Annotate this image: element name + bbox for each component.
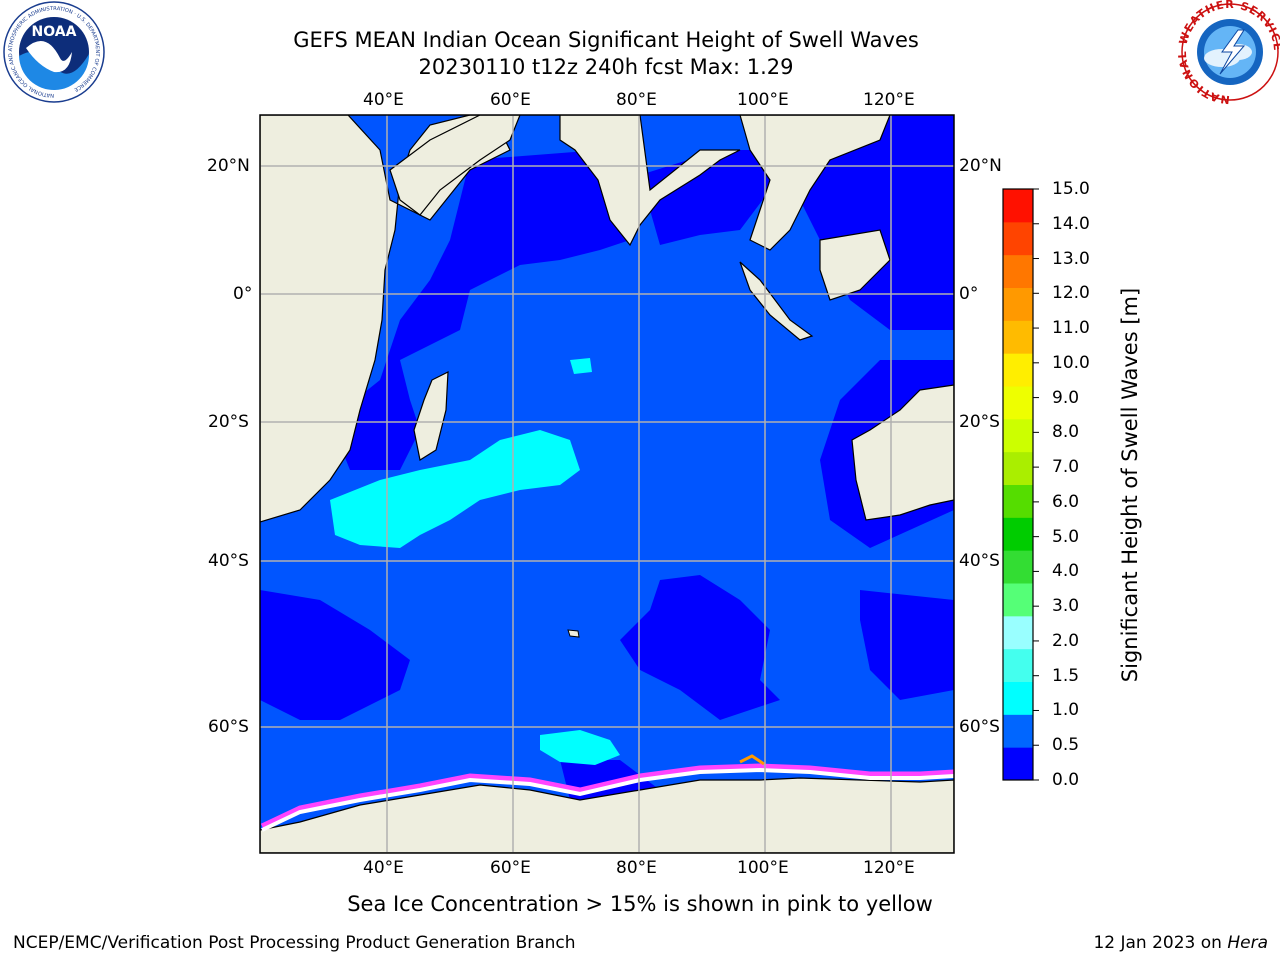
lat-tick-right: 20°N xyxy=(959,156,1002,176)
colorbar-tick-label: 13.0 xyxy=(1052,248,1090,269)
lat-tick-left: 60°S xyxy=(208,717,249,737)
land-arabia xyxy=(389,115,521,216)
colorbar-swatch xyxy=(1003,615,1033,650)
land-madagascar xyxy=(413,371,449,461)
lon-tick-top: 40°E xyxy=(363,90,404,110)
colorbar-swatch xyxy=(1003,484,1033,518)
colorbar-tick-label: 5.0 xyxy=(1052,526,1080,547)
land-australia xyxy=(851,384,954,521)
land-africa-arabia xyxy=(260,115,521,523)
colorbar-swatch xyxy=(1003,287,1033,321)
colorbar-tick-label: 9.0 xyxy=(1052,387,1080,408)
colorbar-swatch xyxy=(1003,451,1033,485)
colorbar-tick-label: 12.0 xyxy=(1052,283,1090,304)
lon-tick-bottom: 60°E xyxy=(490,858,531,878)
colorbar-tick-label: 8.0 xyxy=(1052,422,1080,443)
colorbar-tick-label: 11.0 xyxy=(1052,318,1090,339)
lat-tick-right: 60°S xyxy=(959,717,1000,737)
colorbar-tick-label: 0.5 xyxy=(1052,735,1080,756)
colorbar xyxy=(1003,188,1039,781)
colorbar-swatch xyxy=(1003,583,1033,617)
colorbar-swatch xyxy=(1003,221,1033,256)
colorbar-swatch xyxy=(1003,681,1033,715)
colorbar-tick-label: 1.0 xyxy=(1052,700,1080,721)
colorbar-frame xyxy=(1002,188,1034,781)
lon-tick-bottom: 120°E xyxy=(863,858,915,878)
colorbar-tick-label: 2.0 xyxy=(1052,630,1080,651)
colorbar-swatch xyxy=(1003,254,1033,288)
colorbar-swatch xyxy=(1003,714,1033,748)
chart-title: GEFS MEAN Indian Ocean Significant Heigh… xyxy=(293,28,919,52)
land-masses xyxy=(260,115,954,853)
colorbar-swatch xyxy=(1003,550,1033,584)
lat-tick-left: 0° xyxy=(233,284,253,304)
lat-tick-left: 20°N xyxy=(207,156,250,176)
lat-tick-right: 40°S xyxy=(959,551,1000,571)
land-kerguelen xyxy=(567,629,580,638)
land-antarctica xyxy=(260,777,954,853)
lon-tick-top: 100°E xyxy=(737,90,789,110)
lon-tick-top: 80°E xyxy=(616,90,657,110)
footer-date: 12 Jan 2023 on xyxy=(1093,933,1228,953)
lon-tick-top: 120°E xyxy=(863,90,915,110)
colorbar-swatch xyxy=(1003,418,1033,453)
lat-tick-right: 20°S xyxy=(959,412,1000,432)
chart-subtitle: 20230110 t12z 240h fcst Max: 1.29 xyxy=(418,55,794,79)
colorbar-tick-label: 1.5 xyxy=(1052,665,1080,686)
map-frame xyxy=(259,114,955,854)
colorbar-tick-label: 10.0 xyxy=(1052,352,1090,373)
swell-band-low xyxy=(260,115,954,812)
lat-tick-left: 20°S xyxy=(208,412,249,432)
colorbar-swatch xyxy=(1003,747,1033,781)
lon-tick-bottom: 40°E xyxy=(363,858,404,878)
lon-tick-bottom: 80°E xyxy=(616,858,657,878)
footer-host: Hera xyxy=(1227,933,1268,953)
gridlines xyxy=(260,115,954,853)
swell-band-mid xyxy=(330,358,620,765)
colorbar-swatch xyxy=(1003,386,1033,420)
land-southeast-asia xyxy=(739,115,891,251)
colorbar-tick-label: 0.0 xyxy=(1052,770,1080,790)
colorbar-tick-label: 15.0 xyxy=(1052,179,1090,199)
colorbar-swatch xyxy=(1003,648,1033,682)
colorbar-swatch xyxy=(1003,517,1033,551)
colorbar-tick-label: 6.0 xyxy=(1052,491,1080,512)
sea-ice-note: Sea Ice Concentration > 15% is shown in … xyxy=(347,892,933,916)
colorbar-swatch xyxy=(1003,189,1033,223)
colorbar-swatch xyxy=(1003,353,1033,387)
colorbar-tick-label: 14.0 xyxy=(1052,213,1090,234)
colorbar-label: Significant Height of Swell Waves [m] xyxy=(1118,287,1142,683)
footer-left: NCEP/EMC/Verification Post Processing Pr… xyxy=(13,933,576,953)
lon-tick-bottom: 100°E xyxy=(737,858,789,878)
lat-tick-left: 40°S xyxy=(208,551,249,571)
sea-ice-edge xyxy=(260,754,954,832)
lon-tick-top: 60°E xyxy=(490,90,531,110)
land-india xyxy=(559,115,741,247)
colorbar-tick-label: 3.0 xyxy=(1052,596,1080,617)
colorbar-swatch xyxy=(1003,320,1033,354)
lat-tick-right: 0° xyxy=(959,284,979,304)
colorbar-tick-label: 7.0 xyxy=(1052,457,1080,478)
footer-right: 12 Jan 2023 on Hera xyxy=(1093,933,1268,953)
colorbar-tick-label: 4.0 xyxy=(1052,561,1080,582)
